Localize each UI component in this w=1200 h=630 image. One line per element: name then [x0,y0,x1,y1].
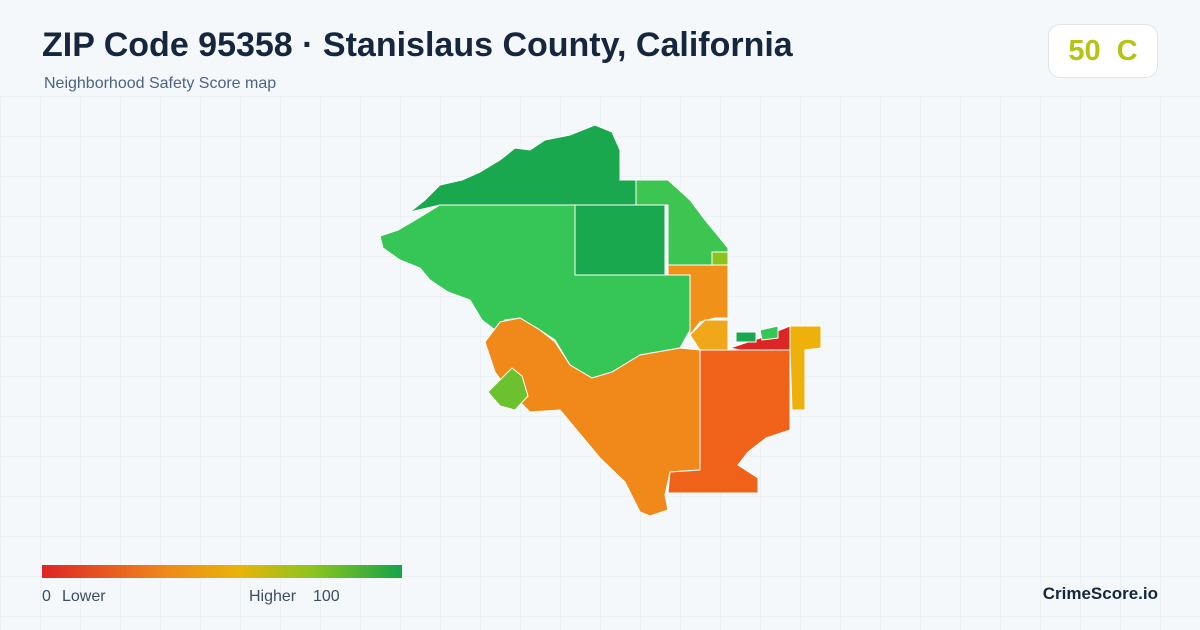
title: ZIP Code 95358 · Stanislaus County, Cali… [42,26,793,64]
region [689,319,729,351]
grade: C [1116,34,1138,67]
legend-low-label: Lower [62,588,106,605]
score: 50 [1068,34,1101,67]
subtitle: Neighborhood Safety Score map [44,75,277,92]
legend-min: 0 [42,588,51,605]
score-badge: 50 C [1048,24,1158,78]
brand: CrimeScore.io [1042,584,1158,603]
region [574,204,666,276]
region [667,349,791,494]
legend-gradient [42,565,402,578]
region [487,367,529,411]
zip-regions [379,124,822,517]
region [759,325,779,341]
region [635,179,729,266]
region [667,264,729,337]
region [735,331,757,343]
legend-high-label: Higher [249,588,297,605]
region [789,325,822,411]
region [711,251,729,266]
legend-max: 100 [313,588,340,605]
